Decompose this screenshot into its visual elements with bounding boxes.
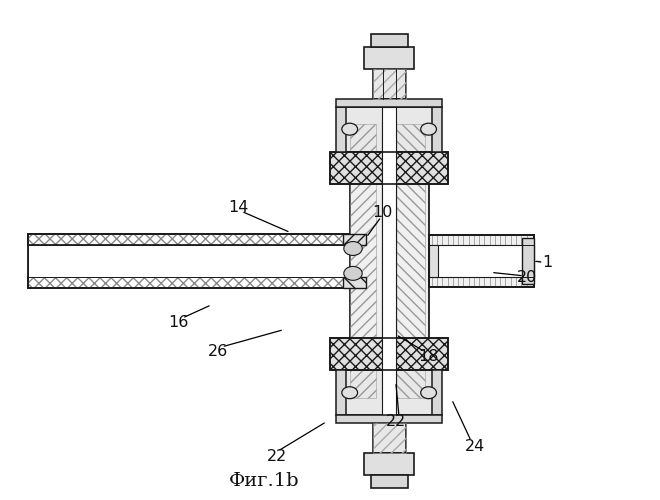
Bar	[522, 238, 534, 284]
Polygon shape	[432, 370, 442, 415]
Bar	[336, 99, 442, 107]
Circle shape	[342, 386, 358, 398]
Bar	[382, 122, 397, 400]
Bar	[340, 107, 438, 152]
Bar	[373, 69, 406, 99]
Bar	[364, 46, 414, 69]
Bar	[373, 69, 406, 99]
Bar	[382, 107, 397, 415]
Text: 10: 10	[372, 205, 393, 220]
Bar	[350, 122, 428, 400]
Text: 26: 26	[208, 344, 228, 360]
Bar	[373, 423, 406, 453]
Bar	[371, 34, 408, 46]
Bar	[28, 278, 360, 288]
Text: 16: 16	[169, 314, 189, 330]
Text: Фиг.1b: Фиг.1b	[229, 472, 300, 490]
Bar	[28, 234, 360, 244]
Bar	[428, 244, 438, 278]
Bar	[343, 278, 366, 288]
Bar	[330, 338, 448, 370]
Bar	[336, 415, 442, 423]
Text: 20: 20	[517, 270, 537, 285]
Bar	[330, 338, 448, 370]
Bar	[428, 235, 534, 287]
Text: 14: 14	[228, 200, 248, 215]
Bar	[343, 234, 366, 244]
Circle shape	[420, 123, 436, 135]
Bar	[373, 423, 406, 453]
Bar	[28, 244, 360, 278]
Text: 22: 22	[385, 414, 406, 429]
Circle shape	[420, 386, 436, 398]
Bar	[428, 244, 534, 278]
Circle shape	[344, 266, 362, 280]
Bar	[28, 234, 360, 288]
Bar	[350, 124, 376, 398]
Bar	[428, 235, 534, 287]
Bar	[28, 278, 360, 288]
Bar	[340, 370, 438, 415]
Polygon shape	[336, 370, 346, 415]
Text: 22: 22	[267, 449, 288, 464]
Text: 24: 24	[465, 439, 484, 454]
Polygon shape	[432, 107, 442, 152]
Bar	[330, 152, 448, 184]
Bar	[364, 453, 414, 475]
Polygon shape	[336, 107, 346, 152]
Bar	[28, 234, 360, 244]
Text: 1: 1	[542, 255, 552, 270]
Bar	[389, 124, 425, 398]
Bar	[371, 475, 408, 488]
Circle shape	[342, 123, 358, 135]
Bar	[330, 152, 448, 184]
Circle shape	[344, 242, 362, 256]
Text: 18: 18	[418, 350, 439, 364]
